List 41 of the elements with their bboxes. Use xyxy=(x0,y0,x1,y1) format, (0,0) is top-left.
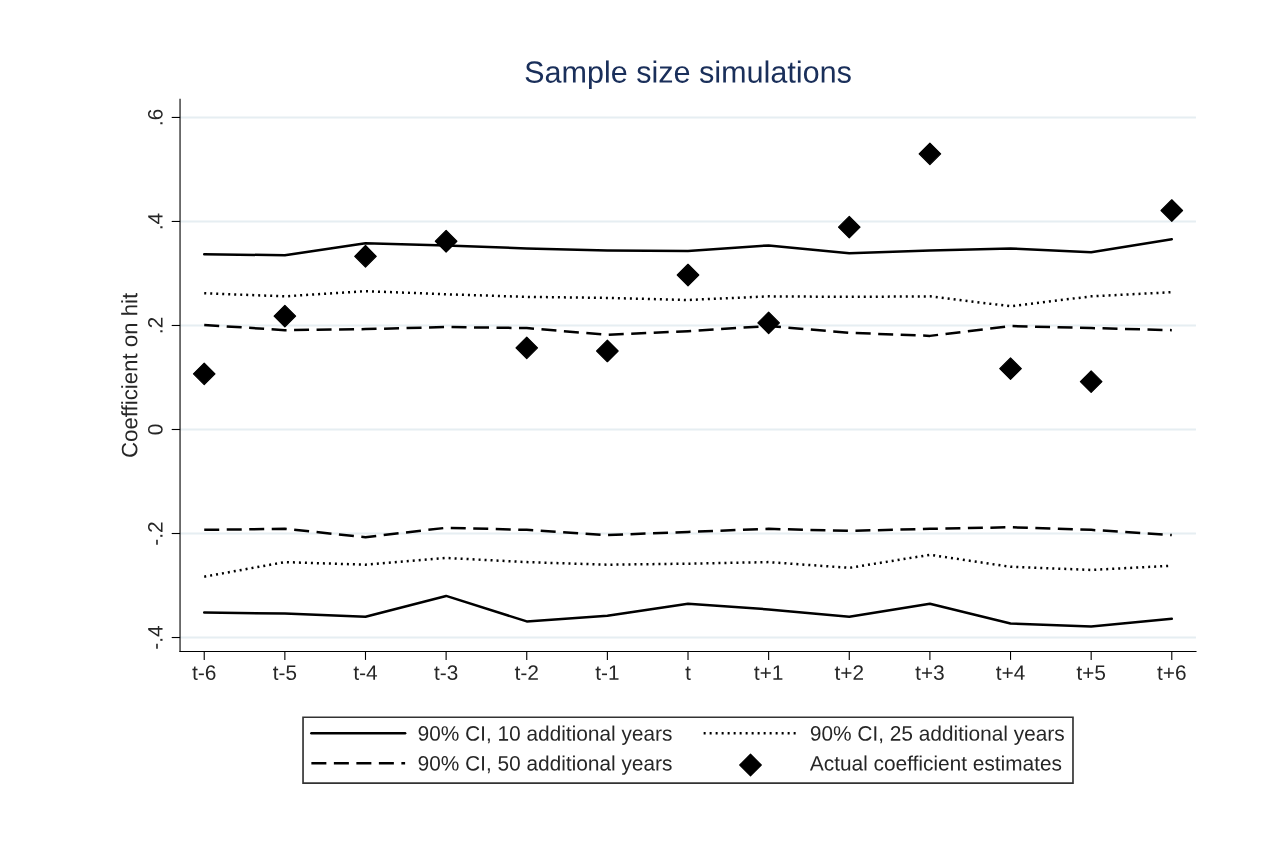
legend-label: 90% CI, 50 additional years xyxy=(418,755,672,775)
x-tick-label: t-1 xyxy=(595,665,619,681)
point xyxy=(918,142,942,166)
line-series xyxy=(202,526,1174,539)
point xyxy=(596,339,619,363)
legend-label: 90% CI, 10 additional years xyxy=(418,725,672,745)
x-tick-label: t-3 xyxy=(434,665,458,681)
x-tick-label: t xyxy=(685,666,691,681)
chart-title: Sample size simulations xyxy=(525,60,851,89)
x-tick-label: t+3 xyxy=(915,665,944,681)
point xyxy=(434,229,458,253)
point xyxy=(354,244,377,268)
x-tick-label: t+5 xyxy=(1076,665,1106,681)
x-tick-label: t+1 xyxy=(754,665,783,681)
point xyxy=(676,263,700,287)
x-tick-label: t-6 xyxy=(192,665,216,681)
line-series xyxy=(202,289,1174,308)
point xyxy=(999,357,1022,381)
y-tick-label: -.4 xyxy=(148,625,163,649)
line-series xyxy=(202,594,1174,628)
x-tick-label: t+4 xyxy=(996,665,1025,681)
x-tick-label: t-2 xyxy=(514,665,538,681)
point xyxy=(515,336,539,360)
y-tick-label: .4 xyxy=(148,213,163,229)
point xyxy=(192,362,216,386)
legend-label: Actual coefficient estimates xyxy=(809,755,1062,771)
point xyxy=(273,304,297,328)
point xyxy=(1160,199,1184,222)
x-tick-label: t+2 xyxy=(834,665,863,681)
y-tick-label: -.2 xyxy=(147,522,163,545)
point xyxy=(1079,370,1103,394)
legend-label: 90% CI, 25 additional years xyxy=(810,725,1064,745)
point xyxy=(757,311,781,335)
y-tick-label: .6 xyxy=(147,109,163,125)
y-tick-label: .2 xyxy=(147,317,163,333)
x-tick-label: t+6 xyxy=(1157,665,1186,681)
point xyxy=(837,215,861,239)
x-tick-label: t-5 xyxy=(273,665,297,681)
y-axis-title: Coefficient on hit xyxy=(121,292,138,457)
x-tick-label: t-4 xyxy=(353,665,378,681)
y-tick-label: 0 xyxy=(147,424,163,435)
